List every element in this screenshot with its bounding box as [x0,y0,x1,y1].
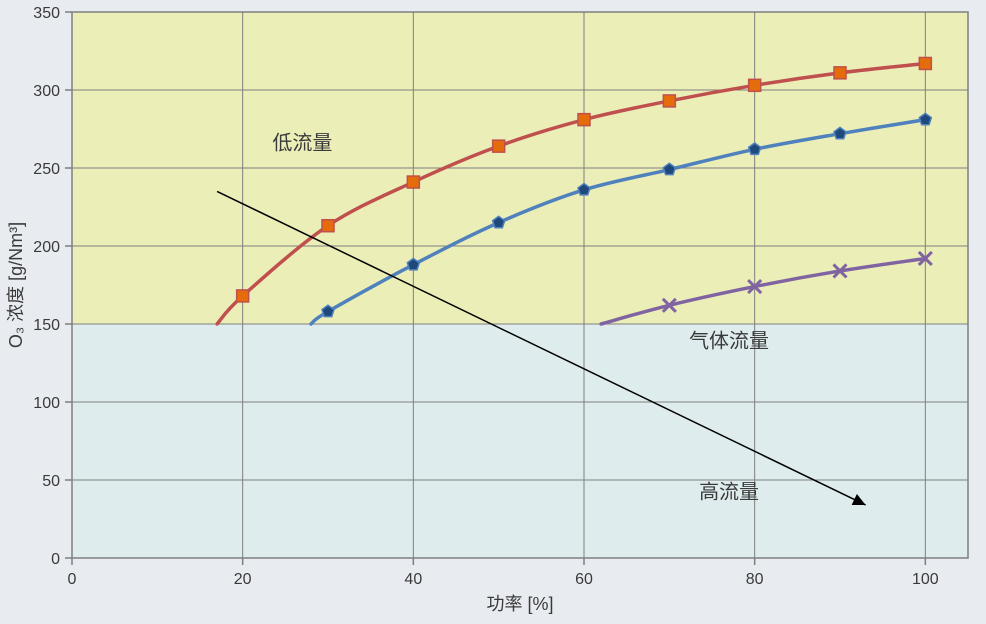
y-tick-label: 50 [42,473,60,490]
marker-low-flow [237,290,249,302]
y-axis-label: O₃ 浓度 [g/Nm³] [6,222,26,348]
ozone-concentration-chart: 0 20 40 60 80 100 0 50 100 150 200 250 300 350 功率 [%] O… [0,0,986,624]
marker-low-flow [919,57,931,69]
plot-bg-lower [72,324,968,558]
marker-low-flow [749,79,761,91]
marker-low-flow [322,220,334,232]
y-tick-label: 150 [33,317,60,334]
marker-low-flow [493,140,505,152]
y-tick-label: 200 [33,239,60,256]
marker-low-flow [407,176,419,188]
x-tick-label: 20 [234,571,252,588]
x-axis-label: 功率 [%] [486,594,553,614]
y-tick-label: 350 [33,5,60,22]
y-tick-label: 100 [33,395,60,412]
chart-container: 0 20 40 60 80 100 0 50 100 150 200 250 300 350 功率 [%] O… [0,0,986,624]
y-tick-label: 0 [51,551,60,568]
x-tick-label: 0 [68,571,77,588]
x-tick-label: 60 [575,571,593,588]
marker-low-flow [578,114,590,126]
x-tick-label: 40 [404,571,422,588]
annotation-low: 低流量 [272,131,332,154]
y-tick-label: 300 [33,83,60,100]
marker-low-flow [834,67,846,79]
x-tick-label: 100 [912,571,939,588]
x-tick-label: 80 [746,571,764,588]
annotation-gas: 气体流量 [689,329,769,352]
annotation-high: 高流量 [699,481,759,504]
y-tick-label: 250 [33,161,60,178]
marker-low-flow [663,95,675,107]
